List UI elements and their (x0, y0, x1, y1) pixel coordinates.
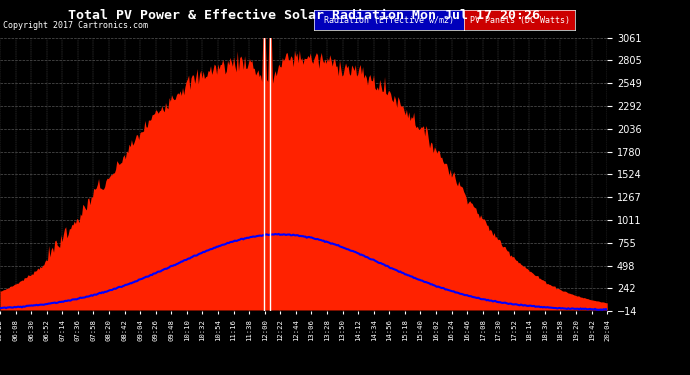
Text: Total PV Power & Effective Solar Radiation Mon Jul 17 20:26: Total PV Power & Effective Solar Radiati… (68, 9, 540, 22)
Text: PV Panels (DC Watts): PV Panels (DC Watts) (470, 16, 569, 25)
Text: Radiation (Effective w/m2): Radiation (Effective w/m2) (324, 16, 454, 25)
Text: Copyright 2017 Cartronics.com: Copyright 2017 Cartronics.com (3, 21, 148, 30)
